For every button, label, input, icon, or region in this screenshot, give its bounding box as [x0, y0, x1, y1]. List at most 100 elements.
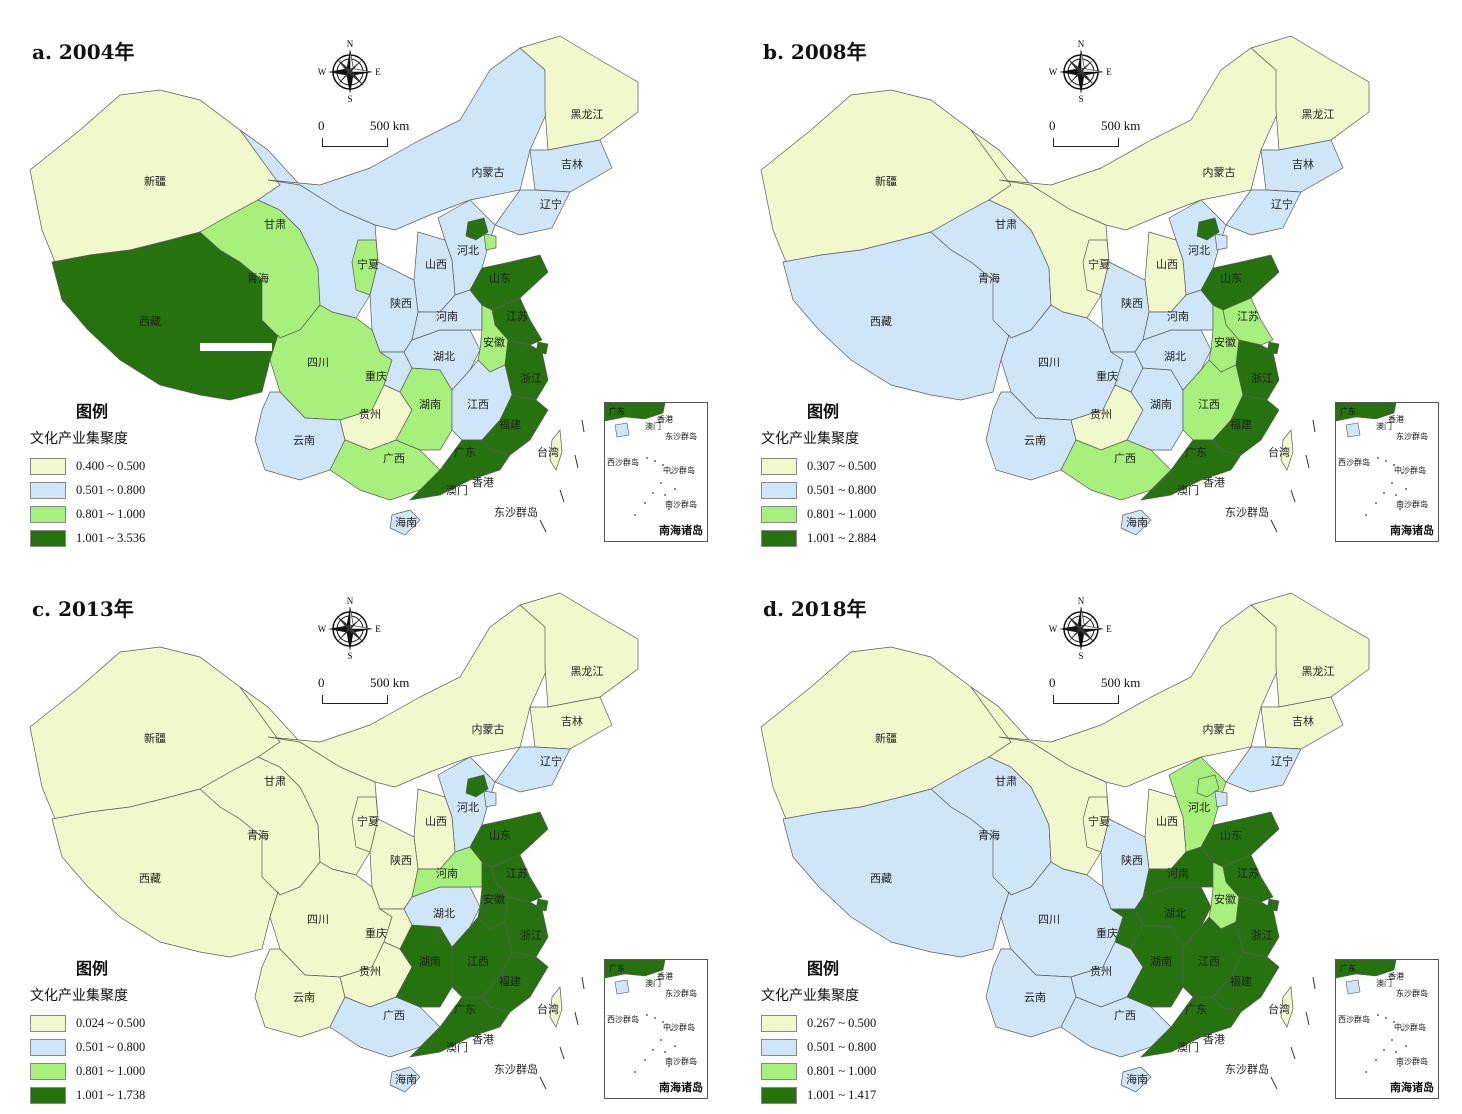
province-heilongjiang — [1250, 592, 1370, 708]
label-hainan: 海南 — [1126, 1072, 1148, 1086]
legend-label: 0.501 ~ 0.800 — [76, 1039, 146, 1054]
label-dongsha: 东沙群岛 — [494, 1062, 538, 1076]
inset-title: 南海诸岛 — [1390, 524, 1434, 537]
province-guangdong — [408, 996, 511, 1058]
island-dot — [674, 488, 676, 490]
island-dot — [664, 494, 666, 496]
label-guizhou: 贵州 — [359, 408, 381, 421]
inset-label-mo: 澳门 — [1376, 422, 1392, 431]
inset-label-mo: 澳门 — [645, 979, 661, 988]
label-neimenggu: 内蒙古 — [472, 165, 505, 179]
label-jiangxi: 江西 — [1198, 398, 1220, 411]
label-anhui: 安徽 — [483, 335, 505, 349]
island-dot — [646, 1014, 648, 1016]
label-henan: 河南 — [436, 310, 458, 323]
legend-label: 0.024 ~ 0.500 — [76, 1015, 146, 1030]
inset-label-dongsha: 东沙群岛 — [665, 989, 697, 998]
label-ningxia: 宁夏 — [1088, 257, 1110, 271]
label-qinghai: 青海 — [247, 828, 269, 842]
legend-item: 0.501 ~ 0.800 — [30, 478, 230, 502]
label-shaanxi: 陕西 — [1121, 853, 1143, 867]
svg-text:N: N — [1078, 39, 1085, 49]
label-jiangsu: 江苏 — [506, 867, 528, 880]
inset-hainan — [614, 979, 630, 995]
legend-swatch — [761, 1014, 797, 1032]
island-dot — [662, 464, 664, 466]
province-tianjin — [483, 233, 497, 251]
label-shandong: 山东 — [1220, 272, 1242, 285]
legend-subtitle: 文化产业集聚度 — [761, 988, 859, 1004]
legend-swatch — [761, 1062, 797, 1080]
label-hebei: 河北 — [457, 244, 479, 257]
province-guangdong — [1139, 439, 1242, 501]
legend-item: 0.400 ~ 0.500 — [30, 454, 230, 478]
label-guangdong: 广东 — [1185, 1003, 1207, 1016]
inset-label-mo: 澳门 — [1376, 979, 1392, 988]
label-xizang: 西藏 — [870, 315, 892, 328]
legend-label: 1.001 ~ 1.417 — [807, 1087, 877, 1102]
svg-text:W: W — [1049, 624, 1058, 634]
legend-swatch — [30, 457, 66, 475]
label-dongsha: 东沙群岛 — [1225, 1062, 1269, 1076]
south-china-sea-inset: 广东 香港 澳门 东沙群岛 西沙群岛 中沙群岛 南沙群岛 南海诸岛 — [604, 402, 708, 542]
inset-label-dongsha: 东沙群岛 — [665, 432, 697, 441]
province-ningxia — [1082, 796, 1110, 853]
label-guangdong: 广东 — [454, 446, 476, 459]
boundary-dash — [1312, 976, 1316, 990]
label-ningxia: 宁夏 — [357, 257, 379, 271]
legend-label: 1.001 ~ 1.738 — [76, 1087, 146, 1102]
label-jiangxi: 江西 — [467, 955, 489, 968]
province-taiwan — [1280, 429, 1294, 471]
legend-item: 0.801 ~ 1.000 — [30, 1059, 230, 1083]
island-dot — [674, 1045, 676, 1047]
boundary-dash — [574, 454, 579, 469]
label-henan: 河南 — [1167, 867, 1189, 880]
label-yunnan: 云南 — [1024, 434, 1046, 447]
island-dot — [1393, 1021, 1395, 1023]
label-shaanxi: 陕西 — [390, 853, 412, 867]
island-dot — [1405, 1045, 1407, 1047]
label-anhui: 安徽 — [1214, 892, 1236, 906]
legend-swatch — [761, 505, 797, 523]
svg-text:S: S — [1078, 94, 1083, 102]
island-dot — [662, 1021, 664, 1023]
scale-zero: 0 — [318, 675, 325, 690]
label-liaoning: 辽宁 — [540, 197, 562, 211]
island-dot — [1365, 1071, 1367, 1073]
label-taiwan: 台湾 — [537, 1002, 559, 1016]
inset-label-gd: 广东 — [1340, 407, 1356, 416]
south-china-sea-inset: 广东 香港 澳门 东沙群岛 西沙群岛 中沙群岛 南沙群岛 南海诸岛 — [1335, 402, 1439, 542]
label-shandong: 山东 — [1220, 829, 1242, 842]
island-dot — [1365, 514, 1367, 516]
boundary-dash — [574, 1011, 579, 1026]
island-dot — [652, 1049, 654, 1051]
province-guangdong — [408, 439, 511, 501]
legend-item: 0.801 ~ 1.000 — [761, 502, 961, 526]
island-dot — [654, 1017, 656, 1019]
svg-text:E: E — [375, 624, 381, 634]
island-dot — [660, 482, 662, 484]
island-dot — [1395, 494, 1397, 496]
svg-text:W: W — [1049, 67, 1058, 77]
legend-item: 1.001 ~ 3.536 — [30, 526, 230, 550]
island-dot — [1401, 1029, 1403, 1031]
legend: 图例 文化产业集聚度 0.024 ~ 0.500 0.501 ~ 0.800 0.801… — [30, 955, 230, 1107]
island-dot — [670, 1029, 672, 1031]
label-hunan: 湖南 — [1150, 955, 1172, 968]
label-sichuan: 四川 — [1038, 356, 1060, 369]
svg-text:W: W — [318, 624, 327, 634]
province-beijing — [465, 774, 489, 798]
island-dot — [1375, 502, 1377, 504]
label-heilongjiang: 黑龙江 — [571, 665, 604, 678]
boundary-dash — [1305, 1011, 1310, 1026]
legend-title: 图例 — [76, 959, 109, 978]
island-dot — [1385, 1017, 1387, 1019]
inset-guangdong — [605, 403, 666, 422]
province-taiwan — [549, 986, 563, 1028]
label-gansu: 甘肃 — [995, 218, 1017, 231]
xizang-marking — [200, 343, 272, 351]
legend-label: 1.001 ~ 2.884 — [807, 530, 877, 545]
label-neimenggu: 内蒙古 — [1203, 722, 1236, 736]
legend-swatch — [761, 457, 797, 475]
